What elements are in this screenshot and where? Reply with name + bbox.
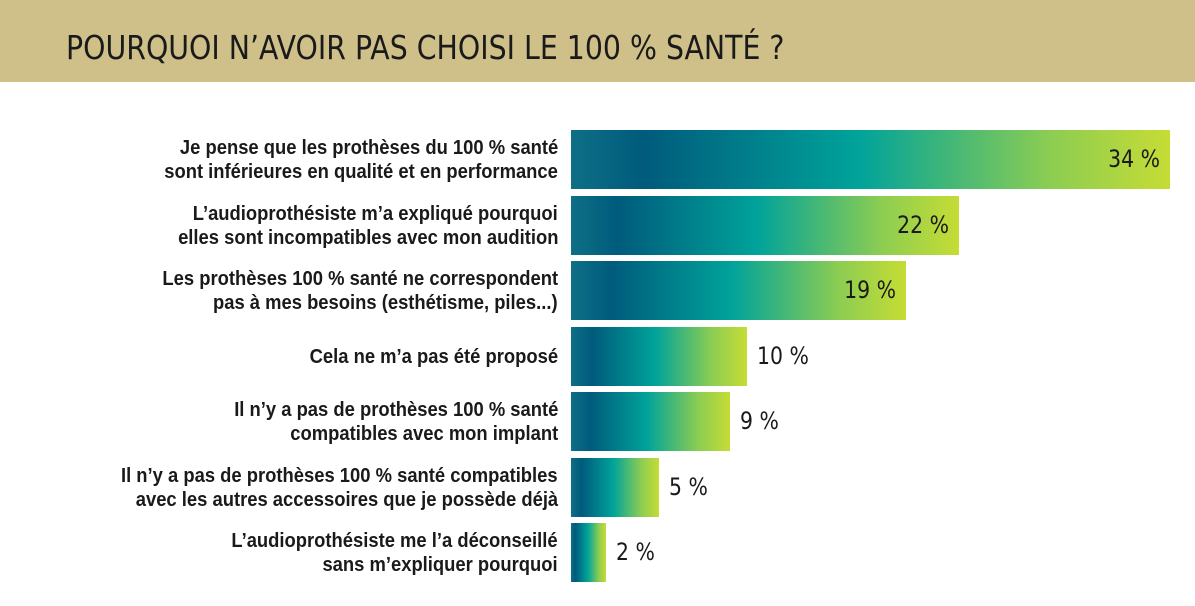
category-label: Il n’y a pas de prothèses 100 % santé co… bbox=[18, 458, 558, 517]
chart-title: POURQUOI N’AVOIR PAS CHOISI LE 100 % SAN… bbox=[66, 28, 785, 67]
category-label: Cela ne m’a pas été proposé bbox=[18, 327, 558, 386]
bar bbox=[571, 130, 1170, 189]
bar-row: Je pense que les prothèses du 100 % sant… bbox=[0, 130, 1195, 189]
category-label: Je pense que les prothèses du 100 % sant… bbox=[18, 130, 558, 189]
value-label: 2 % bbox=[616, 538, 655, 566]
bar bbox=[571, 392, 730, 451]
category-label-line: Il n’y a pas de prothèses 100 % santé co… bbox=[121, 464, 558, 487]
bar-row: Cela ne m’a pas été proposé 10 % bbox=[0, 327, 1195, 386]
value-label: 9 % bbox=[740, 407, 779, 435]
category-label-line: sont inférieures en qualité et en perfor… bbox=[164, 160, 558, 183]
category-label: L’audioprothésiste me l’a déconseillé san… bbox=[18, 523, 558, 582]
category-label: Les prothèses 100 % santé ne corresponde… bbox=[18, 261, 558, 320]
category-label-line: L’audioprothésiste m’a expliqué pourquoi bbox=[193, 202, 558, 225]
category-label-line: Il n’y a pas de prothèses 100 % santé bbox=[233, 398, 558, 421]
bar-row: Il n’y a pas de prothèses 100 % santé co… bbox=[0, 458, 1195, 517]
bar bbox=[571, 261, 906, 320]
value-label: 19 % bbox=[844, 276, 896, 304]
value-label: 5 % bbox=[669, 473, 708, 501]
bar-row: Il n’y a pas de prothèses 100 % santé com… bbox=[0, 392, 1195, 451]
value-label: 22 % bbox=[897, 211, 949, 239]
category-label-line: compatibles avec mon implant bbox=[290, 422, 558, 445]
category-label: L’audioprothésiste m’a expliqué pourquoi… bbox=[18, 196, 558, 255]
category-label-line: avec les autres accessoires que je possè… bbox=[135, 488, 558, 511]
category-label-line: Les prothèses 100 % santé ne corresponde… bbox=[162, 267, 558, 290]
bar-row: L’audioprothésiste m’a expliqué pourquoi… bbox=[0, 196, 1195, 255]
value-label: 34 % bbox=[1108, 145, 1160, 173]
title-banner: POURQUOI N’AVOIR PAS CHOISI LE 100 % SAN… bbox=[0, 0, 1195, 82]
category-label-line: Je pense que les prothèses du 100 % sant… bbox=[179, 136, 558, 159]
value-label: 10 % bbox=[757, 342, 809, 370]
category-label-line: pas à mes besoins (esthétisme, piles...) bbox=[213, 291, 558, 314]
category-label-line: elles sont incompatibles avec mon auditi… bbox=[177, 226, 558, 249]
bar bbox=[571, 458, 659, 517]
bar-row: Les prothèses 100 % santé ne corresponde… bbox=[0, 261, 1195, 320]
bar-row: L’audioprothésiste me l’a déconseillé san… bbox=[0, 523, 1195, 582]
category-label-line: Cela ne m’a pas été proposé bbox=[309, 345, 558, 368]
category-label: Il n’y a pas de prothèses 100 % santé com… bbox=[18, 392, 558, 451]
bar bbox=[571, 523, 606, 582]
bar bbox=[571, 196, 959, 255]
bar bbox=[571, 327, 747, 386]
category-label-line: L’audioprothésiste me l’a déconseillé bbox=[231, 529, 558, 552]
category-label-line: sans m’expliquer pourquoi bbox=[322, 553, 558, 576]
